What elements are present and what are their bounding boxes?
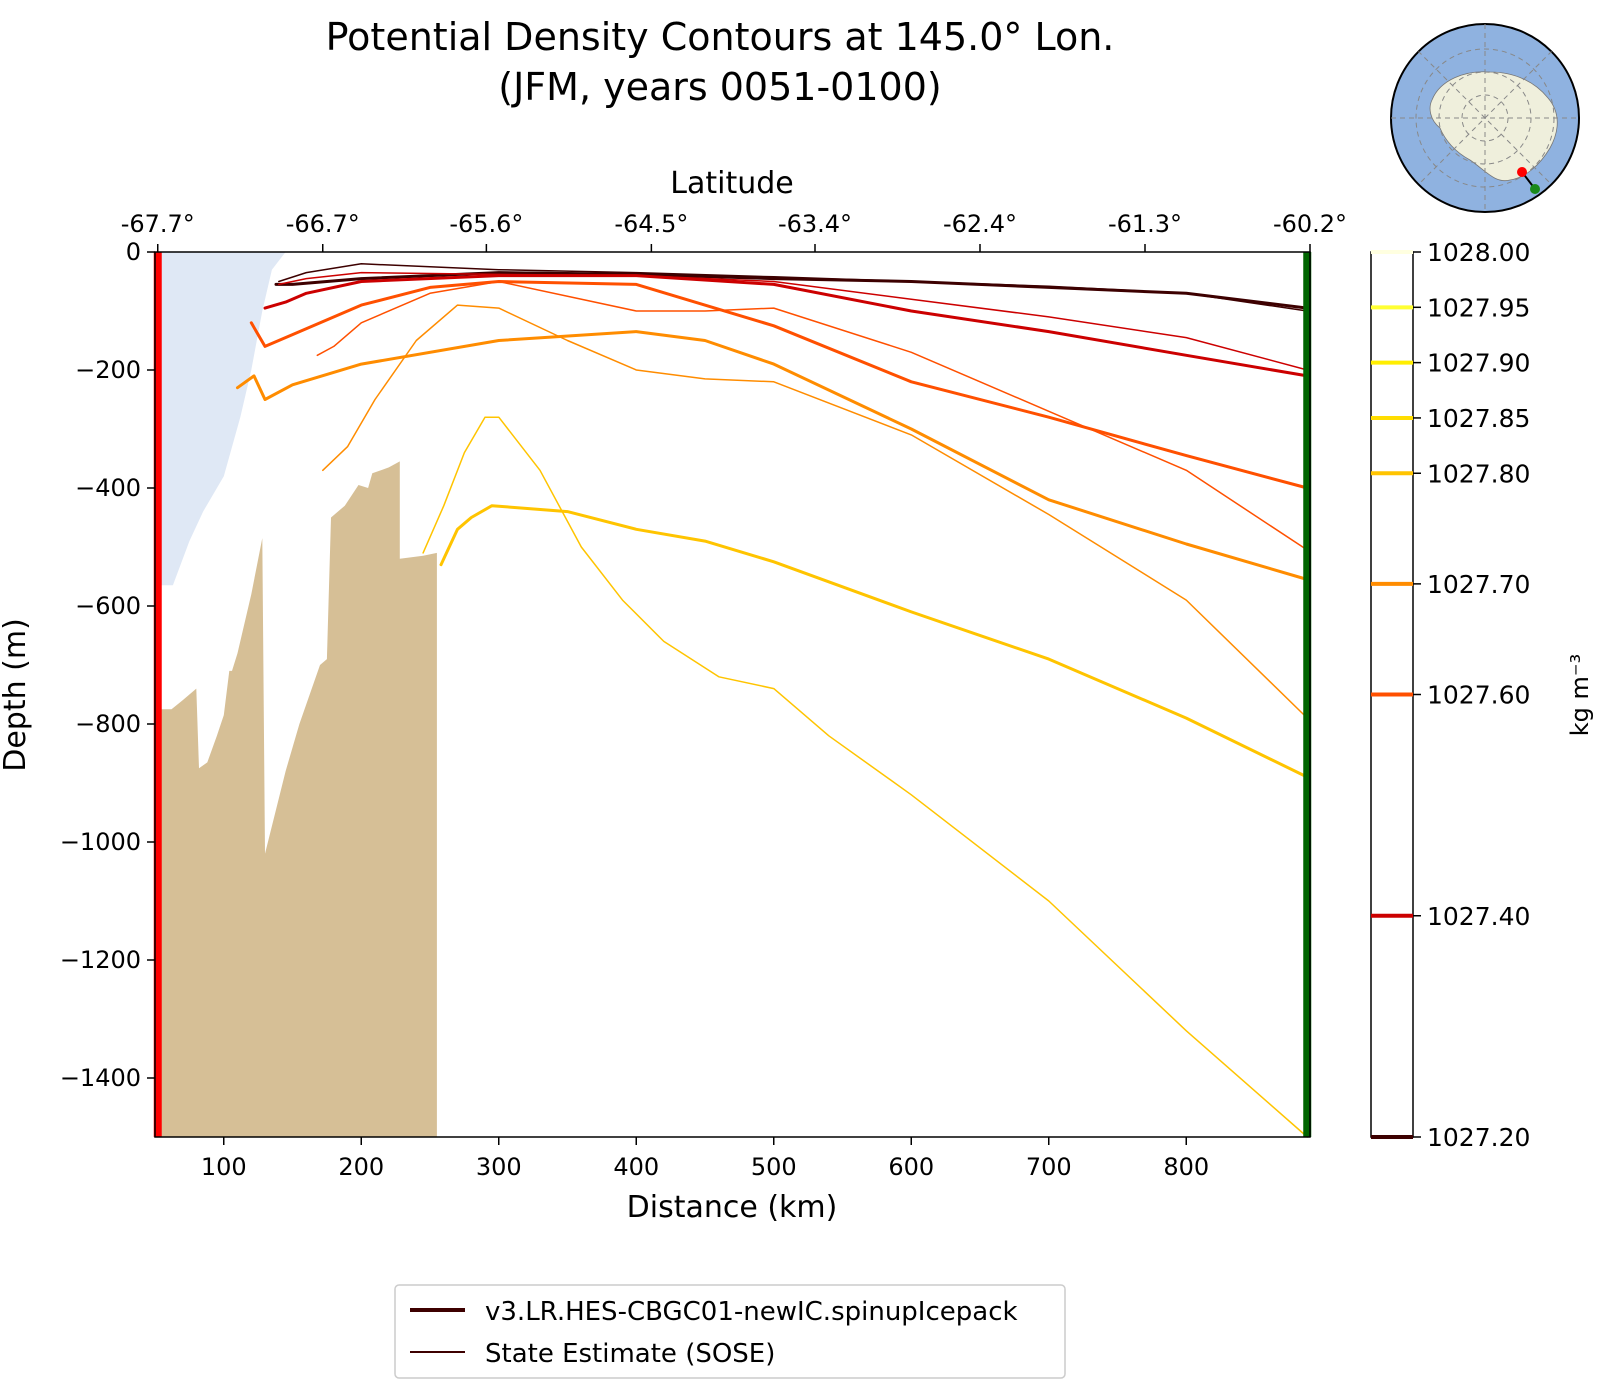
colorbar-tick-label: 1027.70 bbox=[1427, 570, 1530, 599]
latitude-tick-label: -63.4° bbox=[778, 210, 852, 238]
colorbar-tick-label: 1028.00 bbox=[1427, 238, 1530, 267]
x-tick-label: 200 bbox=[338, 1153, 384, 1181]
legend-frame bbox=[394, 1284, 1066, 1379]
map-antarctica-land bbox=[1429, 71, 1558, 182]
contour-line-8 bbox=[322, 304, 1309, 719]
contour-line-9 bbox=[422, 416, 1309, 1138]
y-tick-label: −1000 bbox=[60, 828, 141, 856]
y-tick-label: −400 bbox=[75, 474, 141, 502]
colorbar: 1028.00 1027.95 1027.90 1027.85 1027.80 1027.… bbox=[1370, 238, 1594, 1152]
map-section-end-dot bbox=[1530, 184, 1540, 194]
chart-subtitle: (JFM, years 0051-0100) bbox=[498, 65, 941, 109]
latitude-axis-ticks: -67.7° -66.7° -65.6° -64.5° -63.4° -62.4° -61.… bbox=[121, 210, 1347, 252]
x-tick-label: 300 bbox=[476, 1153, 522, 1181]
x-tick-label: 600 bbox=[888, 1153, 934, 1181]
colorbar-ticks: 1028.00 1027.95 1027.90 1027.85 1027.80 1027.… bbox=[1371, 238, 1530, 1152]
colorbar-tick-label: 1027.80 bbox=[1427, 459, 1530, 488]
x-tick-label: 100 bbox=[201, 1153, 247, 1181]
latitude-axis-label: Latitude bbox=[670, 166, 793, 201]
latitude-tick-label: -62.4° bbox=[943, 210, 1017, 238]
map-graticule bbox=[1391, 24, 1579, 212]
latitude-tick-label: -61.3° bbox=[1108, 210, 1182, 238]
ice-shelf-fill bbox=[157, 252, 286, 586]
contour-line-2 bbox=[249, 280, 1309, 490]
colorbar-tick-label: 1027.40 bbox=[1427, 902, 1530, 931]
contour-line-5 bbox=[278, 263, 1309, 312]
map-section-start-dot bbox=[1517, 167, 1527, 177]
contour-line-7 bbox=[316, 280, 1309, 551]
latitude-tick-label: -60.2° bbox=[1273, 210, 1347, 238]
contour-line-4 bbox=[439, 504, 1309, 779]
y-tick-label: −800 bbox=[75, 710, 141, 738]
colorbar-tick-label: 1027.85 bbox=[1427, 404, 1530, 433]
antarctica-location-map bbox=[1390, 23, 1580, 213]
x-axis-label: Distance (km) bbox=[627, 1190, 838, 1225]
series-layer bbox=[236, 263, 1309, 1138]
y-tick-label: −1200 bbox=[60, 946, 141, 974]
plot-area bbox=[153, 251, 1312, 1138]
x-tick-label: 500 bbox=[751, 1153, 797, 1181]
bathymetry-fill bbox=[157, 461, 437, 1137]
latitude-tick-label: -67.7° bbox=[121, 210, 195, 238]
legend-label-sose: State Estimate (SOSE) bbox=[485, 1339, 775, 1369]
x-axis-ticks: 100 200 300 400 500 600 700 800 bbox=[201, 1137, 1209, 1181]
y-axis-ticks: 0 −200 −400 −600 −800 −1000 −1200 −1400 bbox=[60, 238, 155, 1092]
y-tick-label: −600 bbox=[75, 592, 141, 620]
y-tick-label: −200 bbox=[75, 356, 141, 384]
colorbar-tick-label: 1027.90 bbox=[1427, 349, 1530, 378]
plot-frame bbox=[154, 251, 1311, 1138]
contour-line-3 bbox=[236, 330, 1309, 581]
x-tick-label: 800 bbox=[1163, 1153, 1209, 1181]
latitude-tick-label: -66.7° bbox=[286, 210, 360, 238]
contour-line-6 bbox=[278, 271, 1309, 371]
latitude-tick-label: -65.6° bbox=[449, 210, 523, 238]
colorbar-tick-label: 1027.60 bbox=[1427, 681, 1530, 710]
latitude-tick-label: -64.5° bbox=[614, 210, 688, 238]
x-tick-label: 400 bbox=[613, 1153, 659, 1181]
legend-label-model: v3.LR.HES-CBGC01-newIC.spinupIcepack bbox=[485, 1297, 1018, 1327]
chart-title: Potential Density Contours at 145.0° Lon… bbox=[326, 15, 1115, 59]
colorbar-label: kg m⁻³ bbox=[1566, 654, 1594, 736]
y-axis-label: Depth (m) bbox=[0, 618, 33, 772]
colorbar-tick-label: 1027.20 bbox=[1427, 1123, 1530, 1152]
legend: v3.LR.HES-CBGC01-newIC.spinupIcepack Sta… bbox=[394, 1284, 1066, 1379]
colorbar-tick-label: 1027.95 bbox=[1427, 293, 1530, 322]
x-tick-label: 700 bbox=[1026, 1153, 1072, 1181]
y-tick-label: 0 bbox=[126, 238, 141, 266]
y-tick-label: −1400 bbox=[60, 1064, 141, 1092]
